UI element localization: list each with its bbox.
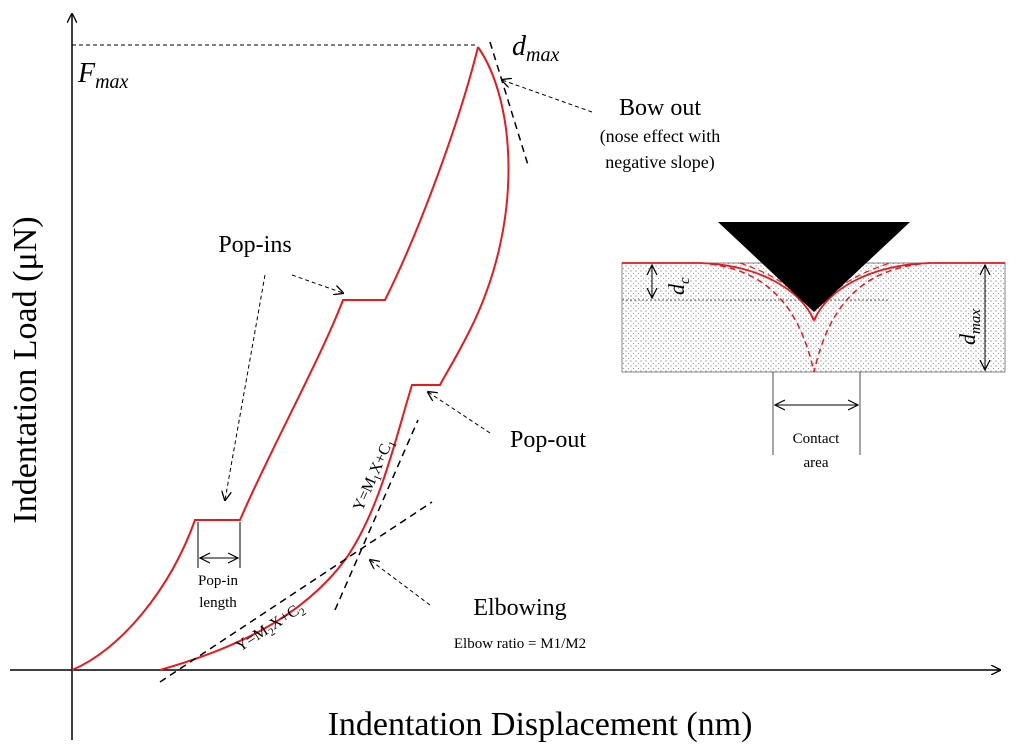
pop-ins-label: Pop-ins <box>218 232 291 258</box>
popin-length-label: Pop-in <box>198 573 239 589</box>
fit-line-1 <box>334 419 419 611</box>
inset: dc dmax Contact area <box>621 222 1006 471</box>
dmax-label: dmax <box>512 31 559 66</box>
unloading-curve <box>159 46 510 671</box>
bow-arrow <box>502 80 593 113</box>
bow-tangent <box>489 41 529 166</box>
elbow-arrow <box>370 560 431 606</box>
loading-curve <box>71 46 479 671</box>
elbowing-label: Elbowing <box>473 595 566 621</box>
deformed-surface <box>699 262 931 373</box>
bow-out-title: Bow out <box>619 95 701 121</box>
inset-dmax-label: dmax <box>955 309 984 345</box>
popout-arrow <box>428 392 491 434</box>
popin-arrow <box>225 274 266 500</box>
elbow-ratio: Elbow ratio = M1/M2 <box>454 636 586 652</box>
surface-line <box>622 262 1005 323</box>
contact-area-label: Contact <box>793 431 840 447</box>
indenter <box>718 222 910 312</box>
fit-line-2 <box>159 501 433 683</box>
x-axis-label: Indentation Displacement (nm) <box>328 706 753 743</box>
y-axis-label: Indentation Load (μN) <box>7 216 44 523</box>
bow-out-note: (nose effect with <box>600 126 721 147</box>
popin-length-label: length <box>199 595 237 611</box>
pop-out-label: Pop-out <box>510 427 586 453</box>
bow-out-note: negative slope) <box>605 152 714 173</box>
fmax-label: Fmax <box>77 58 129 93</box>
dc-label: dc <box>664 277 693 295</box>
popin-arrow <box>291 274 343 293</box>
contact-area-label: area <box>804 455 829 471</box>
